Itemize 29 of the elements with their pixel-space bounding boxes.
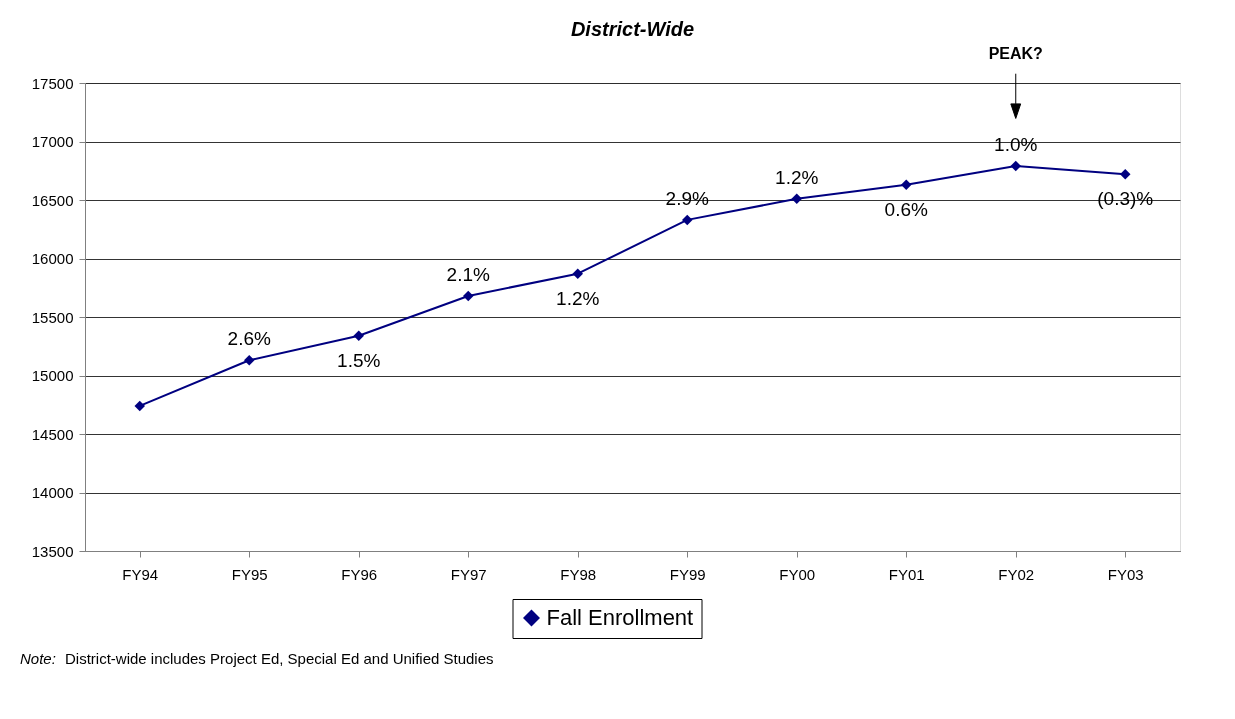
annotation: 1.2% — [775, 166, 819, 188]
y-tick-label: 16500 — [31, 191, 74, 209]
x-tick-label: FY01 — [888, 565, 925, 583]
x-tick-label: FY03 — [1107, 565, 1144, 583]
y-tick-label: 15500 — [31, 308, 74, 326]
x-tick-label: FY97 — [450, 565, 487, 583]
x-tick-label: FY95 — [231, 565, 268, 583]
annotation: 0.6% — [884, 198, 929, 220]
x-tick-label: FY99 — [669, 565, 706, 583]
y-tick-label: 17500 — [31, 74, 74, 92]
x-tick-label: FY00 — [779, 565, 816, 583]
chart-title: District-Wide — [570, 18, 695, 41]
y-tick-label: 14000 — [31, 484, 74, 501]
text: PEAK? — [988, 45, 1043, 63]
x-tick-label: FY94 — [122, 565, 159, 583]
text: Note: District-wide includes Project Ed, Special Ed and Unified Studies — [20, 650, 494, 667]
y-tick-label: 14500 — [31, 425, 74, 443]
x-tick-label: FY96 — [341, 565, 378, 583]
annotation: 2.1% — [446, 263, 491, 285]
x-tick-label: FY02 — [998, 565, 1035, 583]
y-tick-label: 13500 — [31, 542, 74, 560]
y-tick-label: 16000 — [31, 250, 74, 267]
annotation: 1.2% — [556, 287, 600, 309]
y-tick-label: 15000 — [31, 367, 74, 384]
x-tick-label: FY98 — [560, 565, 597, 583]
legend-label: Fall Enrollment — [546, 605, 694, 630]
annotation: 1.5% — [337, 349, 381, 371]
y-tick-label: 17000 — [31, 133, 74, 150]
annotation: 2.6% — [227, 328, 272, 350]
